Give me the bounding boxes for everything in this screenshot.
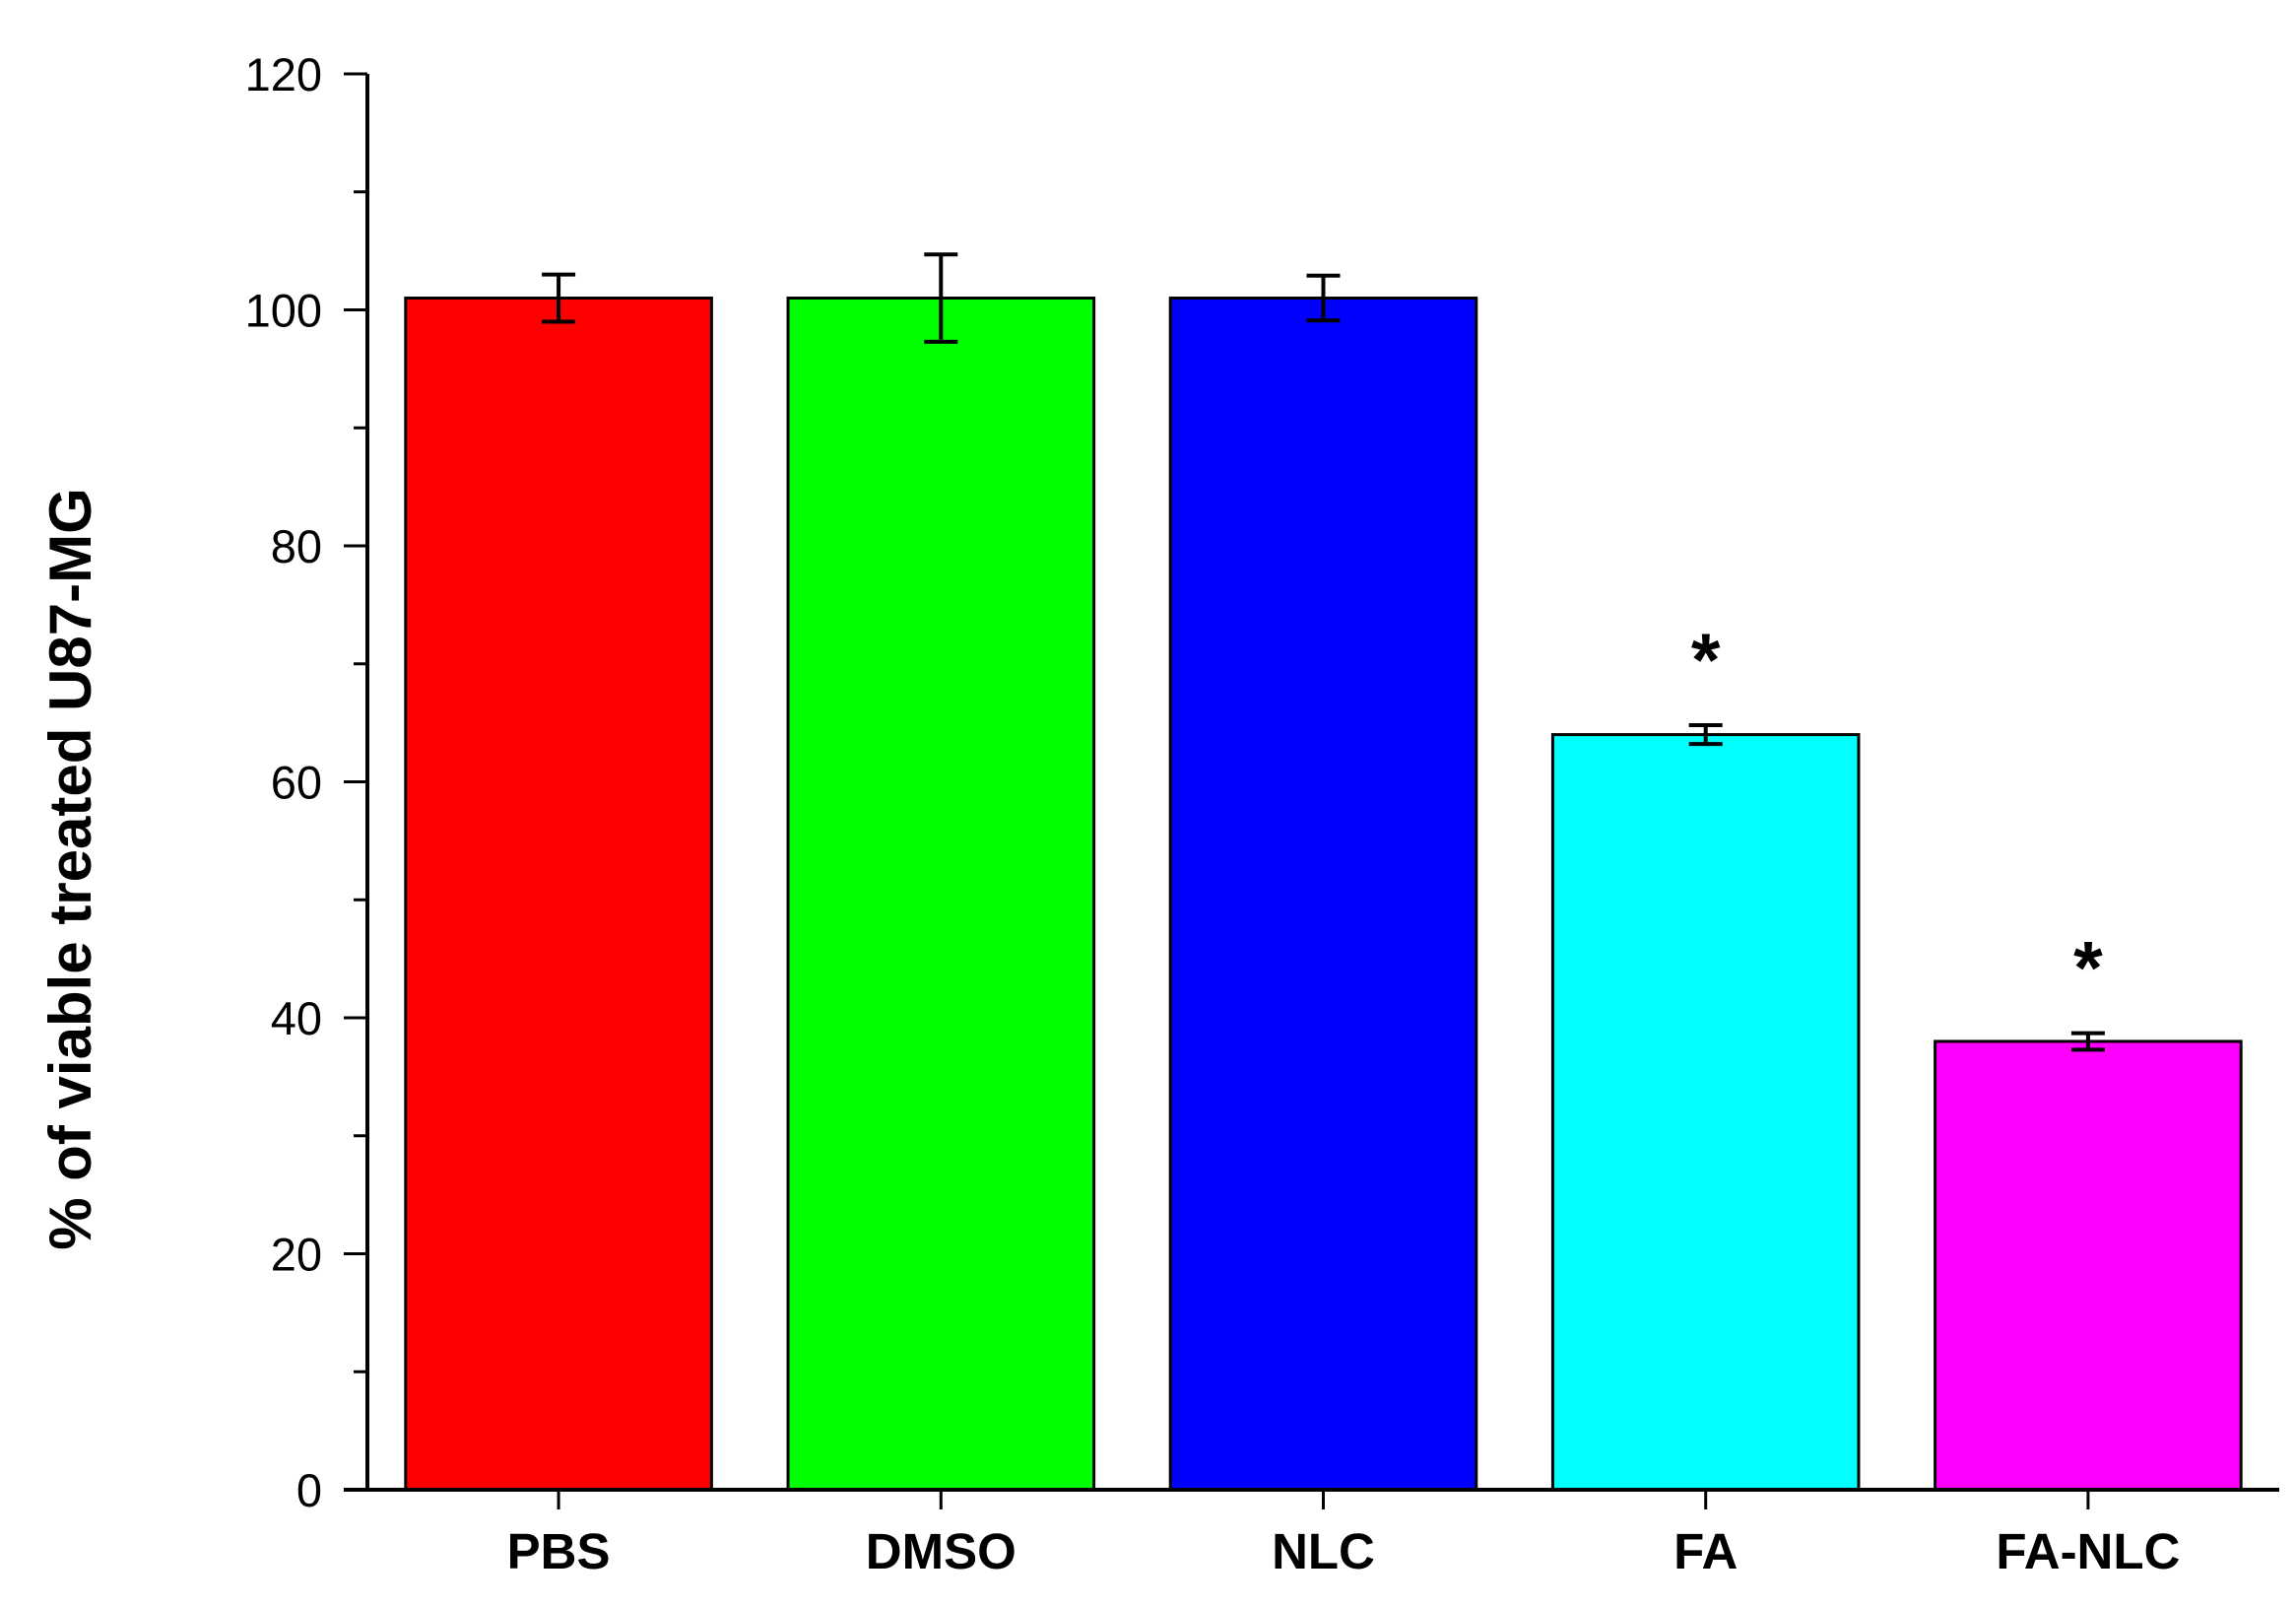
bar-nlc [1168, 297, 1478, 1492]
x-tick-label-fa: FA [1673, 1523, 1738, 1579]
y-tick-label-60: 60 [271, 757, 322, 809]
x-tick-label-fa-nlc: FA-NLC [1996, 1523, 2180, 1579]
significance-marker-fa-nlc: * [2073, 927, 2103, 1011]
bar-dmso [786, 297, 1096, 1492]
x-tick-label-nlc: NLC [1272, 1523, 1375, 1579]
y-tick-label-20: 20 [271, 1229, 322, 1281]
axes-layer: PBS DMSO NLC FA FA-NLC 0 20 40 60 80 100 120 [245, 48, 2279, 1579]
bars-layer [404, 297, 2243, 1492]
y-tick-label-0: 0 [296, 1464, 322, 1516]
annotations-layer: ** [1691, 619, 2103, 1011]
bar-fa [1550, 733, 1861, 1492]
y-tick-label-40: 40 [271, 992, 322, 1044]
significance-marker-fa: * [1691, 619, 1721, 703]
y-tick-label-120: 120 [245, 48, 322, 100]
y-axis-title: % of viable treated U87-MG [37, 488, 103, 1250]
y-tick-label-100: 100 [245, 285, 322, 337]
error-bars-layer [542, 252, 2105, 1052]
bar-fa-nlc [1934, 1039, 2243, 1492]
x-tick-label-pbs: PBS [507, 1523, 611, 1579]
bar-pbs [404, 297, 713, 1492]
y-tick-label-80: 80 [271, 520, 322, 572]
x-tick-label-dmso: DMSO [866, 1523, 1017, 1579]
